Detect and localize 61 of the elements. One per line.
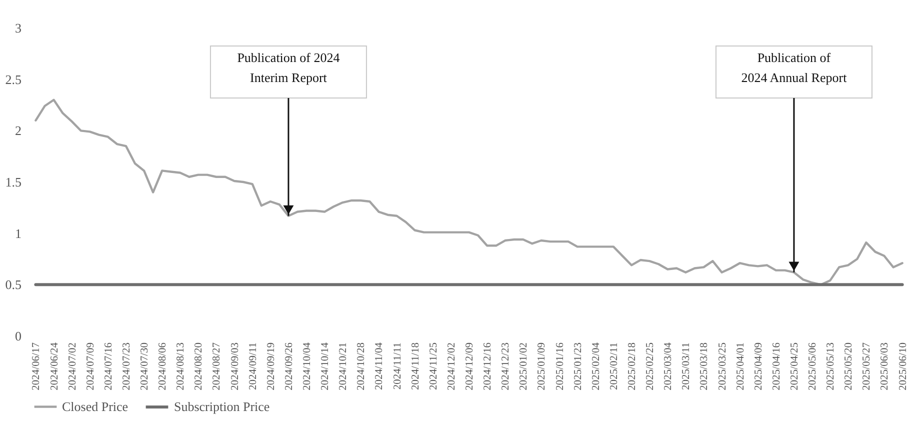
- x-tick-label: 2025/06/10: [898, 342, 909, 390]
- x-tick-label: 2025/04/25: [789, 342, 800, 390]
- x-tick-label: 2024/11/04: [374, 342, 386, 390]
- x-tick-label: 2024/08/27: [212, 342, 223, 390]
- y-tick-label: 1.5: [5, 174, 22, 190]
- x-tick-label: 2024/12/09: [464, 342, 476, 390]
- x-tick-label: 2024/09/26: [284, 342, 295, 390]
- x-tick-label: 2025/05/27: [862, 342, 873, 390]
- x-tick-label: 2024/10/21: [338, 342, 350, 390]
- x-tick-label: 2024/08/20: [194, 342, 205, 390]
- x-tick-label: 2024/07/23: [121, 342, 132, 390]
- x-tick-label: 2025/02/25: [645, 342, 656, 390]
- y-tick-label: 2: [15, 123, 22, 138]
- x-tick-label: 2024/07/30: [140, 342, 151, 390]
- x-tick-label: 2024/07/02: [67, 342, 78, 390]
- x-tick-label: 2025/04/09: [753, 342, 764, 390]
- x-tick-label: 2024/07/16: [103, 342, 114, 390]
- y-tick-label: 0.5: [5, 277, 22, 292]
- y-tick-label: 0: [15, 328, 22, 344]
- line-series: [34, 98, 904, 286]
- legend-label: Closed Price: [62, 398, 128, 414]
- x-tick-label: 2025/01/16: [554, 342, 566, 390]
- y-tick-label: 3: [15, 20, 22, 36]
- x-tick-label: 2025/03/18: [699, 342, 710, 390]
- x-tick-label: 2024/08/06: [158, 342, 169, 390]
- y-tick-label: 2.5: [5, 72, 22, 87]
- x-tick-label: 2025/03/25: [717, 342, 728, 390]
- x-tick-label: 2025/03/11: [681, 342, 692, 390]
- x-tick-label: 2024/10/14: [320, 342, 332, 390]
- x-tick-label: 2024/09/03: [230, 342, 241, 390]
- x-tick-label: 2025/02/18: [626, 342, 638, 390]
- x-tick-label: 2024/10/28: [356, 342, 368, 390]
- x-tick-label: 2025/03/04: [663, 342, 674, 390]
- x-tick-label: 2024/06/24: [49, 342, 60, 390]
- x-tick-label: 2024/12/02: [446, 342, 458, 390]
- x-tick-label: 2024/12/16: [482, 342, 494, 390]
- y-tick-label: 1: [15, 226, 22, 241]
- x-tick-label: 2024/11/25: [428, 342, 440, 390]
- x-tick-label: 2024/09/11: [248, 342, 259, 390]
- x-tick-label: 2025/04/01: [735, 342, 746, 390]
- x-tick-label: 2024/11/18: [410, 342, 422, 390]
- x-tick-label: 2025/01/02: [518, 342, 530, 390]
- x-tick-label: 2025/05/06: [808, 342, 819, 390]
- x-tick-label: 2025/01/09: [536, 342, 548, 390]
- x-tick-label: 2024/08/13: [176, 342, 187, 390]
- annotation: Publication of 2024 Annual Report: [741, 50, 848, 85]
- x-tick-label: 2025/01/23: [572, 342, 584, 390]
- x-tick-label: 2025/05/13: [826, 342, 837, 390]
- x-tick-label: 2025/06/03: [880, 342, 891, 390]
- x-tick-label: 2025/04/16: [771, 342, 782, 390]
- x-tick-label: 2024/12/23: [500, 342, 512, 390]
- x-tick-label: 2024/06/17: [31, 342, 42, 390]
- x-tick-label: 2024/11/11: [392, 342, 404, 390]
- x-tick-label: 2025/02/04: [590, 342, 602, 390]
- annotation: Publication of 2024 Interim Report: [237, 50, 340, 85]
- legend-label: Subscription Price: [174, 399, 270, 414]
- x-tick-label: 2025/05/20: [844, 342, 855, 390]
- x-tick-label: 2024/10/04: [302, 342, 314, 390]
- x-tick-label: 2024/07/09: [85, 342, 96, 390]
- x-tick-label: 2025/02/11: [608, 342, 620, 390]
- x-tick-label: 2024/09/19: [266, 342, 277, 390]
